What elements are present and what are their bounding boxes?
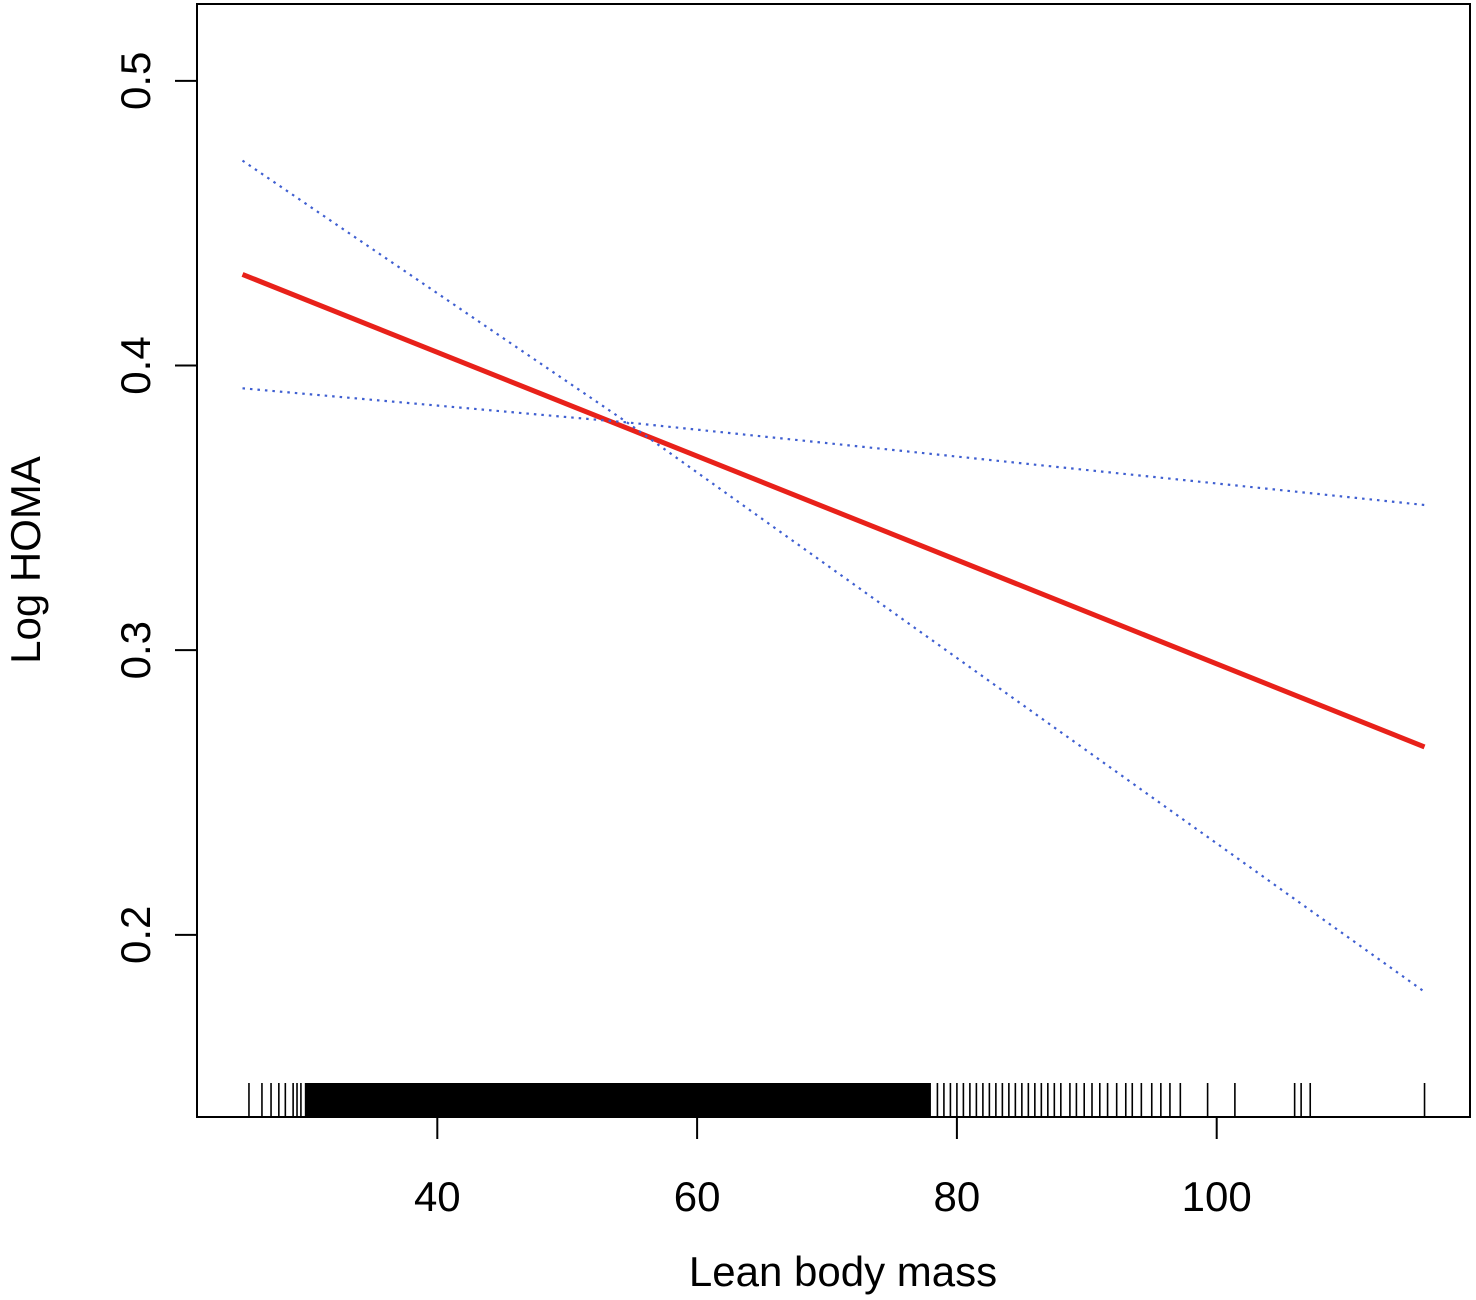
rug-plot <box>248 1083 1426 1117</box>
series-line-lower-ci <box>242 387 1425 507</box>
y-tick-label: 0.2 <box>112 906 159 964</box>
y-axis: 0.2 0.3 0.4 0.5 <box>112 52 197 964</box>
series-group <box>241 159 1426 993</box>
x-axis-title: Lean body mass <box>689 1248 997 1295</box>
y-tick-label: 0.3 <box>112 621 159 679</box>
x-tick-label: 60 <box>674 1173 721 1220</box>
x-tick-label: 40 <box>414 1173 461 1220</box>
plot-frame <box>196 3 1471 1118</box>
x-axis: 40 60 80 100 <box>414 1117 1252 1220</box>
y-axis-title: Log HOMA <box>2 456 49 664</box>
x-tick-label: 80 <box>934 1173 981 1220</box>
y-tick-label: 0.5 <box>112 52 159 110</box>
x-tick-label: 100 <box>1182 1173 1252 1220</box>
rug-dense-band <box>304 1083 931 1117</box>
y-tick-label: 0.4 <box>112 336 159 394</box>
series-line-fit <box>241 272 1426 750</box>
series-line-upper-ci <box>241 159 1426 993</box>
